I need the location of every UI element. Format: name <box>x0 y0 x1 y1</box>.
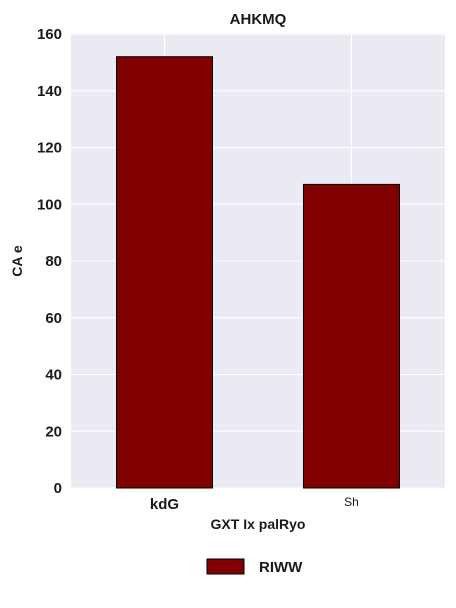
y-tick-label: 100 <box>37 196 62 213</box>
bar-Sh <box>303 183 400 489</box>
legend: RIWW <box>206 558 303 576</box>
x-axis-label: GXT Ix palRyo <box>211 516 306 532</box>
chart-title: AHKMQ <box>230 11 287 28</box>
bar-kdG <box>116 56 213 489</box>
y-tick-label: 60 <box>45 310 62 327</box>
y-tick-label: 0 <box>54 480 62 497</box>
bars-layer <box>116 56 400 489</box>
y-tick-label: 140 <box>37 83 62 100</box>
x-tick-labels: kdG Sh <box>150 495 359 513</box>
y-tick-labels: 0 20 40 60 80 100 120 140 160 <box>37 26 62 497</box>
y-tick-label: 20 <box>45 423 62 440</box>
y-axis-label: CA e <box>9 245 25 277</box>
y-tick-label: 160 <box>37 26 62 43</box>
x-tick-label: Sh <box>344 495 359 509</box>
y-tick-label: 40 <box>45 367 62 384</box>
x-tick-label: kdG <box>150 496 179 513</box>
legend-swatch <box>206 558 245 575</box>
legend-label: RIWW <box>259 559 303 576</box>
y-tick-label: 80 <box>45 253 62 270</box>
y-tick-label: 120 <box>37 140 62 157</box>
